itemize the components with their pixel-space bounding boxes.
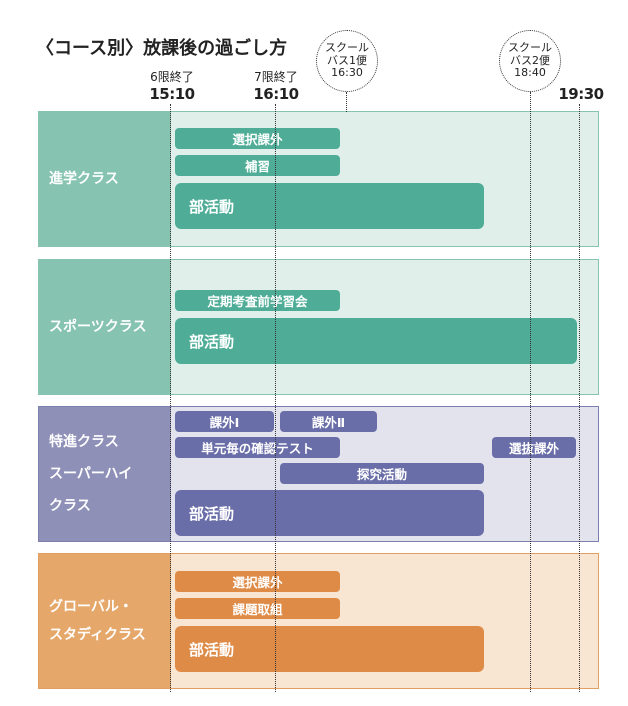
course-name: 進学クラス: [49, 171, 119, 187]
timeline-bus-2: [530, 92, 531, 692]
bus-2-line2: バス2便: [510, 53, 550, 67]
timeline-bus-1: [346, 92, 347, 112]
timeline-1610: [275, 104, 276, 692]
school-bus-2-badge: スクール バス2便 18:40: [499, 30, 561, 92]
course-label-shingaku: 進学クラス: [39, 112, 171, 246]
activity-bar: 補習: [175, 155, 340, 176]
activity-bar: 定期考査前学習会: [175, 290, 340, 311]
marker-time-1610: 16:10: [253, 85, 299, 103]
course-name: スーパーハイ: [49, 466, 133, 482]
club-activity-bar: 部活動: [175, 490, 484, 536]
bus-1-time: 16:30: [331, 66, 363, 80]
course-name: クラス: [49, 498, 91, 514]
marker-label-7th: 7限終了: [254, 70, 298, 84]
timeline-1930: [579, 104, 580, 692]
page-title: 〈コース別〉放課後の過ごし方: [36, 38, 288, 59]
bus-2-time: 18:40: [514, 66, 546, 80]
marker-time-1510: 15:10: [149, 85, 195, 103]
club-activity-bar: 部活動: [175, 318, 577, 364]
activity-bar: 課外Ⅱ: [280, 411, 377, 432]
club-activity-bar: 部活動: [175, 626, 484, 672]
course-label-sports: スポーツクラス: [39, 260, 171, 394]
course-label-tokushin: 特進クラス スーパーハイ クラス: [39, 407, 171, 541]
activity-bar: 選択課外: [175, 571, 340, 592]
activity-bar: 課題取組: [175, 598, 340, 619]
activity-bar: 単元毎の確認テスト: [175, 437, 340, 458]
course-name: スポーツクラス: [49, 319, 147, 335]
bus-2-line1: スクール: [508, 41, 552, 55]
school-bus-1-badge: スクール バス1便 16:30: [316, 30, 378, 92]
activity-bar: 課外Ⅰ: [175, 411, 274, 432]
marker-time-1930: 19:30: [558, 85, 604, 103]
activity-bar: 探究活動: [280, 463, 484, 484]
course-label-global-study: グローバル・ スタディクラス: [39, 554, 171, 688]
course-name: スタディクラス: [49, 627, 146, 643]
course-name: グローバル・: [49, 599, 133, 615]
bus-1-line1: スクール: [325, 41, 369, 55]
activity-bar: 選抜課外: [492, 437, 576, 458]
timeline-1510: [170, 104, 171, 692]
club-activity-bar: 部活動: [175, 183, 484, 229]
course-name: 特進クラス: [49, 434, 119, 450]
activity-bar: 選択課外: [175, 128, 340, 149]
bus-1-line2: バス1便: [327, 53, 367, 67]
marker-label-6th: 6限終了: [150, 70, 194, 84]
